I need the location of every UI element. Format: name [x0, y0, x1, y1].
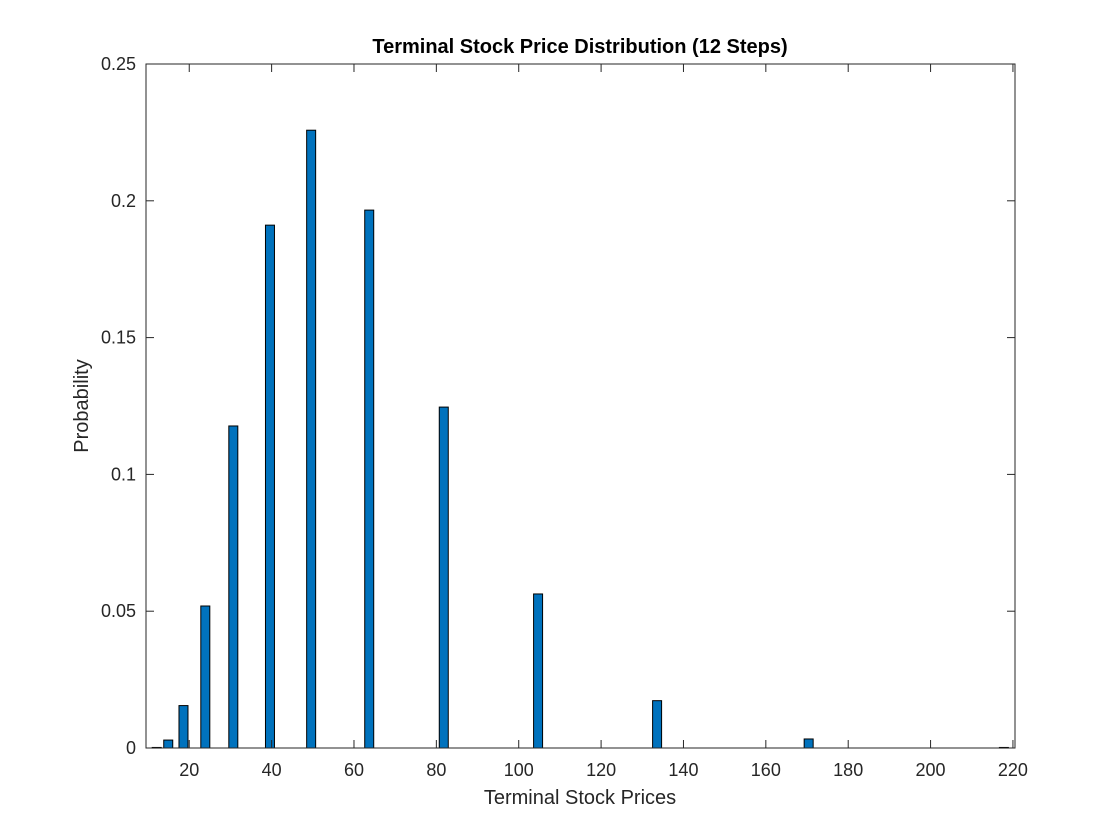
bar — [803, 738, 814, 749]
bar — [652, 700, 663, 749]
x-axis-label: Terminal Stock Prices — [484, 787, 676, 809]
y-tick-label: 0.2 — [111, 191, 136, 211]
x-tick-label: 60 — [344, 760, 364, 780]
plot-area — [146, 64, 1015, 748]
bar — [364, 209, 375, 749]
x-tick-label: 120 — [586, 760, 616, 780]
x-axis-tick-labels: 20 40 60 80 100 120 140 160 180 200 220 — [179, 760, 1028, 780]
y-tick-label: 0 — [126, 738, 136, 758]
x-tick-label: 80 — [426, 760, 446, 780]
x-tick-label: 100 — [504, 760, 534, 780]
x-tick-label: 220 — [998, 760, 1028, 780]
y-axis-label: Probability — [71, 359, 93, 452]
y-tick-label: 0.15 — [101, 328, 136, 348]
chart-title: Terminal Stock Price Distribution (12 St… — [372, 36, 787, 58]
bar — [438, 406, 449, 749]
x-tick-label: 140 — [668, 760, 698, 780]
bar — [228, 425, 239, 749]
y-axis-tick-labels: 0 0.05 0.1 0.15 0.2 0.25 — [101, 54, 136, 758]
bar — [200, 605, 211, 749]
bar — [533, 593, 544, 749]
y-tick-label: 0.05 — [101, 601, 136, 621]
x-tick-label: 200 — [916, 760, 946, 780]
x-tick-label: 40 — [262, 760, 282, 780]
axes-box — [145, 63, 1016, 749]
bar — [163, 739, 174, 749]
y-tick-label: 0.1 — [111, 464, 136, 484]
x-tick-label: 20 — [179, 760, 199, 780]
x-tick-label: 160 — [751, 760, 781, 780]
bar — [264, 224, 275, 749]
x-tick-label: 180 — [833, 760, 863, 780]
y-tick-label: 0.25 — [101, 54, 136, 74]
bar — [306, 129, 317, 749]
bar — [178, 705, 189, 749]
